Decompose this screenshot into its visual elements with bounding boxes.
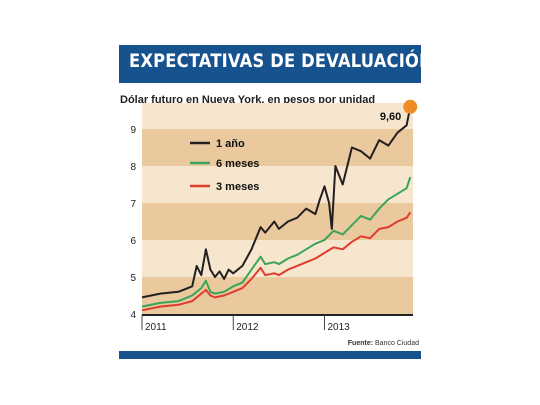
series-line-1 bbox=[141, 106, 412, 299]
source-note: Fuente: Banco Ciudad bbox=[348, 340, 419, 347]
x-tick-label: 2013 bbox=[327, 322, 350, 333]
title-bar: EXPECTATIVAS DE DEVALUACIÓN bbox=[119, 45, 433, 83]
series-line-2 bbox=[141, 176, 412, 308]
series-line-3 bbox=[141, 211, 412, 312]
chart-title: EXPECTATIVAS DE DEVALUACIÓN bbox=[129, 50, 433, 72]
endpoint-marker bbox=[403, 99, 418, 114]
value-annotation: 9,60 bbox=[380, 111, 401, 123]
y-tick-label: 7 bbox=[130, 199, 136, 210]
plot-band-4 bbox=[142, 240, 413, 277]
source-label: Fuente: bbox=[347, 340, 374, 347]
plot-band-0 bbox=[142, 103, 413, 129]
y-tick-label: 4 bbox=[130, 310, 136, 321]
y-tick-label: 8 bbox=[130, 162, 136, 173]
plot-band-3 bbox=[142, 203, 413, 240]
plot-band-2 bbox=[142, 166, 413, 203]
plot-band-5 bbox=[142, 277, 413, 314]
plot-band-1 bbox=[142, 129, 413, 166]
y-tick-label: 9 bbox=[130, 125, 136, 136]
y-tick-label: 5 bbox=[130, 273, 136, 284]
y-tick-label: 6 bbox=[130, 236, 136, 247]
x-tick-label: 2012 bbox=[236, 322, 259, 333]
legend-label: 3 meses bbox=[216, 181, 259, 193]
source-value: Banco Ciudad bbox=[375, 340, 419, 347]
x-tick-label: 2011 bbox=[145, 322, 167, 333]
legend-label: 1 año bbox=[216, 138, 245, 150]
bottom-bar bbox=[119, 351, 421, 359]
legend-label: 6 meses bbox=[216, 158, 259, 170]
